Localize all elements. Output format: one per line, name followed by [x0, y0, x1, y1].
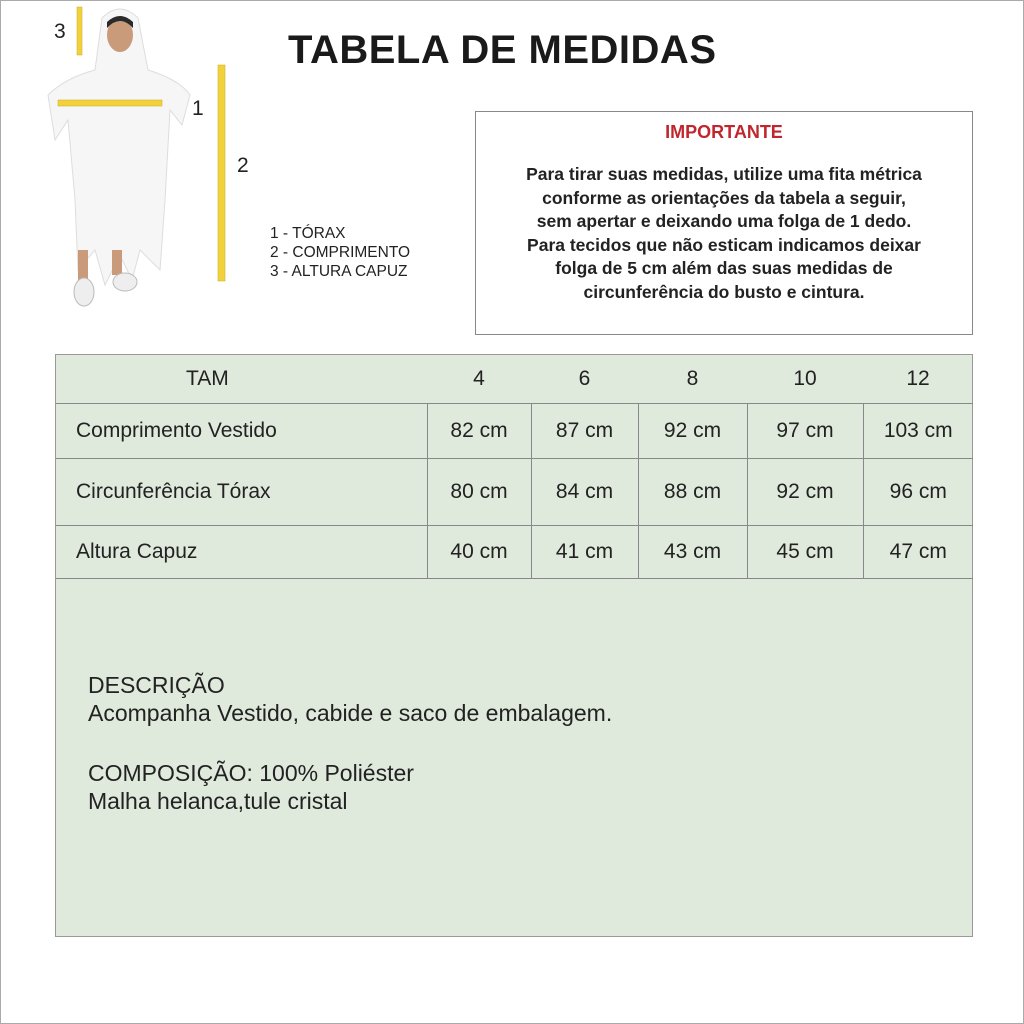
notice-line: conforme as orientações da tabela a segu… [542, 187, 906, 208]
ruler-chest [57, 99, 163, 107]
notice-line: folga de 5 cm além das suas medidas de [555, 258, 893, 278]
legend-item: 1 - TÓRAX [270, 225, 346, 242]
child-figure [47, 8, 191, 307]
product-description: DESCRIÇÃO Acompanha Vestido, cabide e sa… [88, 671, 612, 815]
important-heading: IMPORTANTE [665, 122, 783, 142]
header-cell: TAM [56, 355, 427, 404]
cell: 92 cm [746, 458, 863, 526]
marker-3: 3 [54, 20, 66, 43]
cell: 80 cm [426, 458, 531, 526]
important-notice: IMPORTANTE Para tirar suas medidas, util… [475, 111, 973, 335]
table-row: Comprimento Vestido 82 cm 87 cm 92 cm 97… [56, 403, 973, 459]
cell: 103 cm [862, 403, 973, 459]
legend-item: 2 - COMPRIMENTO [270, 244, 411, 261]
cell: 82 cm [426, 403, 531, 459]
description-heading: DESCRIÇÃO [88, 672, 225, 698]
header-cell: 10 [747, 355, 863, 404]
size-panel: TAM 4 6 8 10 12 Comprimento Vestido 82 c… [55, 354, 973, 937]
notice-line: circunferência do busto e cintura. [583, 281, 865, 302]
material-text: Malha helanca,tule cristal [88, 788, 348, 814]
cell: 43 cm [637, 525, 747, 579]
notice-line: sem apertar e deixando uma folga de 1 de… [536, 211, 912, 231]
size-table: TAM 4 6 8 10 12 Comprimento Vestido 82 c… [56, 355, 973, 579]
cell: 40 cm [426, 525, 531, 579]
header-cell: 12 [863, 355, 973, 404]
ghost-costume-photo [47, 6, 226, 307]
row-label: Comprimento Vestido [56, 403, 427, 459]
header-cell: 4 [427, 355, 531, 404]
marker-2: 2 [237, 154, 249, 177]
ruler-length [217, 64, 226, 282]
cell: 96 cm [862, 458, 973, 526]
row-label: Altura Capuz [56, 525, 427, 579]
marker-1: 1 [192, 97, 204, 120]
cell: 87 cm [530, 403, 638, 459]
legend-item: 3 - ALTURA CAPUZ [270, 263, 408, 280]
cell: 84 cm [530, 458, 638, 526]
description-text: Acompanha Vestido, cabide e saco de emba… [88, 700, 613, 726]
notice-line: Para tirar suas medidas, utilize uma fit… [526, 164, 922, 184]
ruler-hood [76, 6, 83, 56]
table-row: Circunferência Tórax 80 cm 84 cm 88 cm 9… [56, 458, 973, 526]
cell: 88 cm [637, 458, 747, 526]
header-cell: 8 [638, 355, 747, 404]
table-row: Altura Capuz 40 cm 41 cm 43 cm 45 cm 47 … [56, 525, 973, 579]
table-header-row: TAM 4 6 8 10 12 [56, 355, 973, 404]
cell: 47 cm [862, 525, 973, 579]
measurement-legend: 1 - TÓRAX 2 - COMPRIMENTO 3 - ALTURA CAP… [270, 224, 410, 281]
cell: 92 cm [637, 403, 747, 459]
cell: 45 cm [746, 525, 863, 579]
notice-line: Para tecidos que não esticam indicamos d… [527, 234, 921, 255]
cell: 97 cm [746, 403, 863, 459]
page-title: TABELA DE MEDIDAS [288, 28, 717, 72]
header-cell: 6 [531, 355, 638, 404]
cell: 41 cm [530, 525, 638, 579]
row-label: Circunferência Tórax [56, 458, 427, 526]
composition-text: COMPOSIÇÃO: 100% Poliéster [88, 760, 414, 786]
